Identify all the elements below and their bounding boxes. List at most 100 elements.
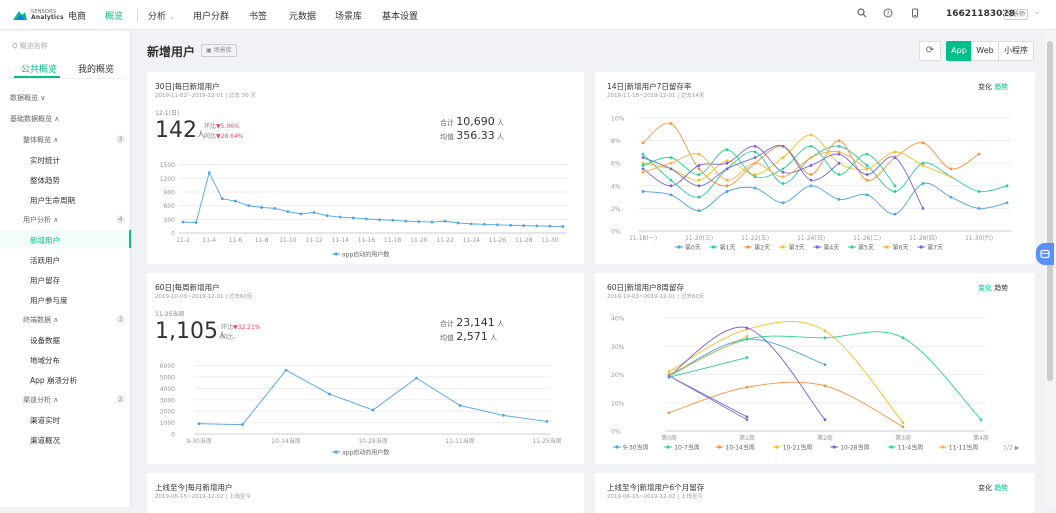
group-basic-overview[interactable]: 基础数据概览 ∧ bbox=[10, 115, 60, 123]
group-overall[interactable]: 整体概览 ∧ bbox=[23, 136, 59, 144]
legend-label: 10-7当周 bbox=[674, 443, 700, 451]
help-icon[interactable]: ? bbox=[881, 8, 895, 22]
data-point bbox=[247, 204, 250, 208]
card-8week-retention[interactable]: 60日|新增用户8周留存 2019-10-03~2019-12-01 | 过去6… bbox=[595, 273, 1035, 464]
logo-line-2: Analytics bbox=[31, 14, 64, 21]
yoy-label: 同比 bbox=[204, 133, 217, 140]
data-point bbox=[837, 161, 841, 165]
data-point bbox=[260, 206, 264, 209]
series-line-5 bbox=[668, 331, 982, 421]
sidebar-item-channel-realtime[interactable]: 渠道实时 bbox=[30, 416, 60, 425]
platform-app-button[interactable]: App bbox=[946, 41, 972, 61]
group-user-analysis[interactable]: 用户分析 ∧ bbox=[23, 216, 59, 224]
y-tick-label: 900 bbox=[164, 189, 176, 196]
sidebar-item-channel-summary[interactable]: 渠道概况 bbox=[30, 436, 60, 445]
data-point bbox=[725, 159, 729, 163]
data-point bbox=[949, 175, 953, 179]
sidebar-item-device-data[interactable]: 设备数据 bbox=[30, 336, 60, 345]
data-point bbox=[809, 144, 813, 148]
toggle-change[interactable]: 变化 bbox=[978, 83, 992, 91]
toggle-trend[interactable]: 趋势 bbox=[994, 83, 1009, 91]
logo-text: SENSORS Analytics bbox=[31, 9, 64, 21]
card-weekly-new-users[interactable]: 60日|每周新增用户 2019-10-03~2019-12-01 | 过去60天… bbox=[147, 273, 584, 464]
refresh-icon[interactable]: ⟳ bbox=[919, 41, 941, 61]
sidebar-item-overall-trend[interactable]: 整体趋势 bbox=[30, 176, 60, 185]
mobile-icon[interactable] bbox=[908, 8, 922, 22]
nav-scene-library[interactable]: 场景库 bbox=[335, 12, 363, 22]
user-account[interactable]: 16621183028 bbox=[946, 9, 1015, 19]
sidebar-item-crash[interactable]: App 崩溃分析 bbox=[30, 376, 78, 385]
scene-library-tag[interactable]: ▣ 场景库 bbox=[201, 44, 237, 57]
page-scrollbar[interactable] bbox=[1045, 31, 1056, 507]
data-point bbox=[561, 225, 565, 228]
daily-new-users-chart[interactable]: 0 300 600 900 1200 1500 11-2 11-4 11-6 11-8 11-10 1… bbox=[147, 154, 584, 264]
sidebar-item-lifecycle[interactable]: 用户生命周期 bbox=[30, 196, 75, 205]
nav-overview[interactable]: 概览 bbox=[105, 12, 124, 22]
group-data-overview[interactable]: 数据概览 ∨ bbox=[10, 94, 46, 102]
card-daily-new-users[interactable]: 30日|每日新增用户 2019-11-02~2019-12-01 | 过去 30… bbox=[147, 72, 584, 264]
legend-label: 11-4当周 bbox=[898, 443, 924, 451]
toggle-trend[interactable]: 趋势 bbox=[994, 284, 1009, 292]
count-badge: 3 bbox=[116, 135, 125, 144]
avg-value: 2,571 bbox=[456, 330, 488, 343]
chevron-down-icon[interactable]: ⌄ bbox=[1034, 8, 1040, 16]
toggle-change[interactable]: 变化 bbox=[978, 284, 992, 292]
y-tick-label: 2% bbox=[611, 206, 621, 213]
sidebar-item-retention[interactable]: 用户留存 bbox=[30, 276, 60, 285]
data-point bbox=[977, 152, 981, 156]
sidebar-item-active-users[interactable]: 活跃用户 bbox=[30, 256, 60, 265]
retention-8week-chart[interactable]: 0% 10% 20% 30% 40% 第0周 第1周 第2周 第3周 第4周 9-30当周 10-7当… bbox=[595, 311, 1035, 464]
sidebar-item-realtime[interactable]: 实时统计 bbox=[30, 156, 60, 165]
toggle-change[interactable]: 变化 bbox=[978, 484, 992, 492]
legend-dot bbox=[885, 245, 889, 249]
nav-bookmarks[interactable]: 书签 bbox=[249, 12, 268, 22]
y-tick-label: 0 bbox=[171, 432, 175, 439]
project-switcher[interactable]: 电商 bbox=[68, 12, 87, 22]
nav-settings[interactable]: 基本设置 bbox=[382, 12, 419, 22]
legend-label: 第1天 bbox=[720, 243, 736, 251]
x-tick-label: 11-10 bbox=[279, 237, 297, 244]
legend-label: 第0天 bbox=[685, 243, 701, 251]
card-7day-retention[interactable]: 14日|新增用户7日留存率 2019-11-18~2019-12-01 | 过去… bbox=[595, 72, 1035, 264]
data-point bbox=[234, 199, 237, 203]
weekly-new-users-chart[interactable]: 0 1000 2000 3000 4000 5000 6000 9-30当周 10-14当周 10… bbox=[147, 355, 584, 464]
group-device[interactable]: 终端数据 ∧ bbox=[23, 316, 59, 324]
float-panel-icon[interactable] bbox=[1036, 243, 1054, 265]
data-point bbox=[312, 211, 316, 214]
overview-search-input[interactable]: Q 概览名称 bbox=[12, 42, 48, 50]
data-point bbox=[197, 422, 201, 426]
tab-public-overview[interactable]: 公共概览 bbox=[21, 65, 58, 75]
logo[interactable]: SENSORS Analytics bbox=[12, 8, 64, 22]
total-value: 10,690 bbox=[456, 115, 495, 128]
card-subtitle: 2019-11-18~2019-12-01 | 过去14天 bbox=[607, 93, 705, 99]
data-point bbox=[667, 370, 671, 374]
data-point bbox=[893, 190, 897, 193]
legend-dot bbox=[334, 450, 338, 454]
card-monthly-new-users[interactable]: 上线至今|每月新增用户 2019-06-15~2019-12-02 | 上线至今 bbox=[147, 473, 584, 513]
nav-analysis[interactable]: 分析 ⌄ bbox=[148, 9, 175, 22]
y-tick-label: 6000 bbox=[160, 363, 175, 370]
x-tick-label: 11-14 bbox=[332, 237, 350, 244]
retention-7day-chart[interactable]: 0% 2% 4% 6% 8% 10% 11-18(一) 11-20(三) 11-22(五) 11-… bbox=[595, 110, 1035, 264]
kpi-value: 1,105人 bbox=[155, 320, 226, 348]
toggle-trend[interactable]: 趋势 bbox=[994, 484, 1009, 492]
data-point bbox=[378, 218, 381, 222]
platform-web-button[interactable]: Web bbox=[971, 41, 999, 61]
legend-label: app启动的用户数 bbox=[342, 448, 389, 456]
group-channel[interactable]: 渠道分析 ∧ bbox=[23, 396, 59, 404]
scrollbar-thumb[interactable] bbox=[1047, 41, 1053, 381]
card-6month-retention[interactable]: 上线至今|新增用户6个月留存 2019-06-15~2019-12-02 | 上… bbox=[595, 473, 1035, 513]
x-tick-label: 第2周 bbox=[817, 434, 833, 442]
x-tick-label: 第3周 bbox=[895, 434, 911, 442]
search-icon[interactable] bbox=[855, 8, 869, 22]
sidebar-item-new-users[interactable]: 新增用户 bbox=[30, 236, 60, 245]
sidebar-item-region[interactable]: 地域分布 bbox=[30, 356, 60, 365]
tab-my-overview[interactable]: 我的概览 bbox=[78, 65, 115, 75]
nav-metadata[interactable]: 元数据 bbox=[289, 12, 317, 22]
platform-miniprogram-button[interactable]: 小程序 bbox=[998, 41, 1034, 61]
data-point bbox=[697, 152, 701, 156]
y-tick-label: 2000 bbox=[160, 409, 175, 416]
nav-user-groups[interactable]: 用户分群 bbox=[193, 12, 230, 22]
x-tick-label: 11-26 bbox=[489, 237, 507, 244]
sidebar-item-engagement[interactable]: 用户参与度 bbox=[30, 296, 68, 305]
